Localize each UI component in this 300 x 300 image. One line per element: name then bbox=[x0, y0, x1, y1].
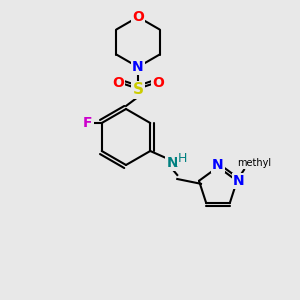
Text: methyl: methyl bbox=[237, 158, 271, 168]
Text: F: F bbox=[83, 116, 92, 130]
Text: O: O bbox=[152, 76, 164, 90]
Text: N: N bbox=[167, 156, 178, 170]
Text: O: O bbox=[112, 76, 124, 90]
Text: O: O bbox=[132, 10, 144, 24]
Text: S: S bbox=[133, 82, 143, 98]
Text: N: N bbox=[132, 60, 144, 74]
Text: H: H bbox=[178, 152, 187, 164]
Text: N: N bbox=[233, 174, 245, 188]
Text: N: N bbox=[212, 158, 224, 172]
